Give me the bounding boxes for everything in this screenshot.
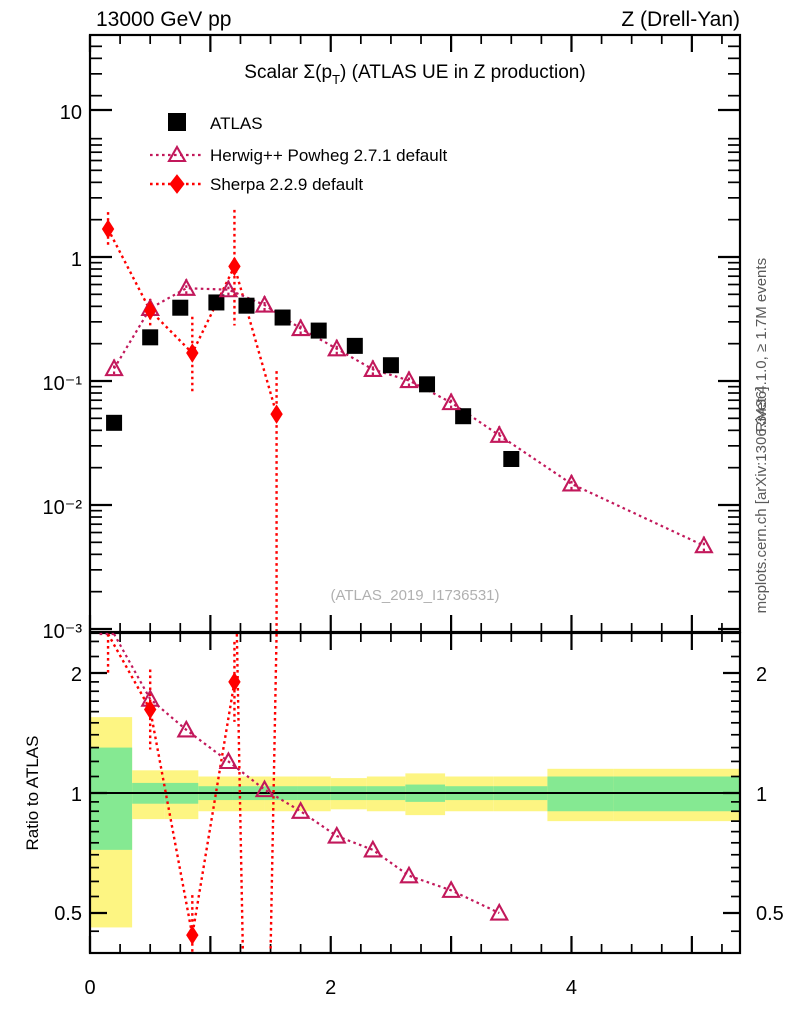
herwig-marker [489,425,510,443]
ratio-axis-label: Ratio to ATLAS [23,736,42,851]
main-y-ticks [90,45,740,631]
ratio-sherpa-strand [235,633,245,953]
atlas-marker [455,408,472,425]
herwig-marker [290,801,311,819]
watermark: (ATLAS_2019_I1736531) [330,587,499,604]
main-panel: Scalar Σ(pT) (ATLAS UE in Z production) … [43,33,742,643]
legend-label-atlas: ATLAS [210,114,263,133]
herwig-marker [176,719,197,738]
sherpa-marker [101,219,115,239]
herwig-marker [441,392,461,411]
herwig-line [113,287,705,547]
ratio-sherpa-line [107,633,236,936]
main-y-tick-label-2: 10⁻¹ [43,373,83,395]
herwig-marker [694,535,714,554]
x-tick-label: 2 [325,977,336,999]
atlas-marker [238,297,255,314]
herwig-marker [254,294,275,313]
atlas-marker [310,322,327,339]
ratio-y-tick-label-0: 2 [71,664,82,686]
herwig-marker [561,473,582,492]
main-y-tick-label-3: 10⁻² [43,497,83,519]
main-y-tick-label-0: 10 [60,102,82,124]
x-axis-tick-labels: 0 2 4 [84,977,577,999]
side-label-rivet: Rivet 4.1.0, ≥ 1.7M events [753,258,770,432]
herwig-marker [104,358,124,377]
atlas-marker [274,309,291,326]
herwig-marker [441,880,461,898]
legend-label-herwig: Herwig++ Powheg 2.7.1 default [210,146,447,165]
legend-label-sherpa: Sherpa 2.2.9 default [210,175,363,194]
x-tick-label: 4 [566,977,577,999]
main-x-ticks [88,35,723,632]
herwig-marker [326,338,347,357]
ratio-x-ticks [88,633,723,953]
legend-marker-atlas [168,113,186,131]
sherpa-marker [143,300,157,321]
ratio-y-tick-label-2: 0.5 [54,903,82,925]
atlas-marker [346,337,363,354]
plot-title-sigma: Σ [303,62,315,83]
atlas-marker [382,357,399,374]
ratio-y-tick-label-1: 1 [71,784,82,806]
sherpa-marker [270,404,283,424]
sherpa-marker [228,256,241,277]
main-frame [88,33,742,634]
herwig-marker [290,318,311,337]
side-label-mcplots: mcplots.cern.ch [arXiv:1306.3436] [753,387,770,614]
main-y-tick-label-1: 1 [71,249,82,271]
herwig-marker [254,779,275,798]
legend: ATLAS Herwig++ Powheg 2.7.1 default Sher… [150,113,447,194]
herwig-marker [218,751,239,770]
atlas-marker [419,376,436,393]
ratio-uncertainty-bands [90,717,740,928]
x-tick-label: 0 [84,977,95,999]
ratio-band-inner [90,747,133,850]
sherpa-line [106,228,278,415]
ratio-y-ticks [90,640,740,933]
main-data-layer [101,209,714,631]
herwig-marker [363,839,383,858]
ratio-y-tick-label-right-1: 1 [756,784,767,806]
ratio-data-layer [99,632,510,953]
ratio-sherpa-strand [269,633,278,953]
main-y-tick-label-4: 10⁻³ [43,621,83,643]
plot-title-paren-close: ) [340,62,346,83]
plot-title: Scalar Σ(pT) (ATLAS UE in Z production) [244,62,585,87]
herwig-marker [363,359,383,378]
sherpa-marker [143,699,157,720]
ratio-y-tick-label-right-0: 2 [756,664,767,686]
atlas-marker [172,299,189,316]
sherpa-marker [186,925,199,945]
legend-marker-herwig [167,144,187,163]
atlas-marker [503,450,520,467]
plot-title-paren-open: (p [315,62,332,83]
ratio-y-tick-label-right-2: 0.5 [756,903,784,925]
header-right: Z (Drell-Yan) [621,8,740,31]
sherpa-marker [186,343,199,363]
legend-marker-sherpa [169,174,185,194]
atlas-marker [142,329,159,346]
plot-title-sub: T [332,72,340,87]
herwig-marker [399,865,419,884]
herwig-marker [218,279,239,298]
atlas-marker [208,294,225,311]
herwig-marker [399,370,419,389]
ratio-herwig-line [113,633,500,914]
sherpa-marker [228,672,241,692]
plot-title-pre: Scalar [244,62,303,83]
atlas-marker [106,414,123,431]
herwig-marker [326,825,347,844]
herwig-marker [489,902,510,921]
herwig-marker [176,278,197,296]
plot-title-rest: (ATLAS UE in Z production) [346,62,585,83]
header-left: 13000 GeV pp [96,8,231,31]
ratio-panel: 2 1 0.5 1 2 0.5 Ratio to ATLAS 0 2 4 [23,631,784,999]
